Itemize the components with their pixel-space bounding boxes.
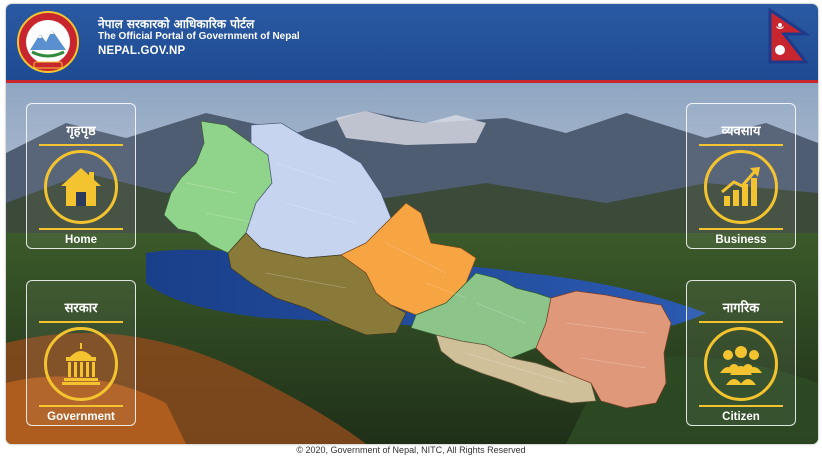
home-icon[interactable]	[44, 150, 118, 224]
divider	[699, 228, 783, 230]
nav-card-label-nepali: गृहपृष्ठ	[66, 124, 96, 139]
nav-card-label-english: Business	[715, 234, 767, 246]
divider	[39, 144, 123, 146]
nav-card-citizen[interactable]: नागरिक Citizen	[686, 280, 796, 426]
divider	[39, 228, 123, 230]
site-name[interactable]: NEPAL.GOV.NP	[98, 45, 186, 57]
nav-card-government[interactable]: सरकार Government	[26, 280, 136, 426]
divider	[699, 144, 783, 146]
province-koshi[interactable]	[535, 290, 672, 409]
header-bar: नेपाल सरकारको आधिकारिक पोर्टल The Offici…	[6, 4, 818, 83]
portal-title-nepali: नेपाल सरकारको आधिकारिक पोर्टल	[98, 17, 255, 31]
nepal-flag-icon	[768, 8, 810, 64]
nav-card-label-english: Citizen	[722, 411, 760, 423]
citizen-group-icon[interactable]	[704, 327, 778, 401]
divider	[699, 405, 783, 407]
nav-card-label-english: Government	[47, 411, 115, 423]
nav-card-business[interactable]: व्यवसाय Business	[686, 103, 796, 249]
portal-frame: नेपाल सरकारको आधिकारिक पोर्टल The Offici…	[6, 4, 818, 444]
nepal-province-map[interactable]	[6, 83, 818, 444]
nav-card-home[interactable]: गृहपृष्ठ Home	[26, 103, 136, 249]
province-karnali[interactable]	[245, 122, 392, 259]
province-madhesh[interactable]	[435, 334, 597, 404]
divider	[699, 321, 783, 323]
portal-title-english: The Official Portal of Government of Nep…	[98, 31, 300, 42]
province-lumbini[interactable]	[227, 232, 407, 336]
nav-card-label-nepali: व्यवसाय	[721, 124, 761, 139]
nepal-emblem-icon[interactable]	[16, 10, 80, 74]
nav-card-label-nepali: सरकार	[64, 301, 98, 316]
government-building-icon[interactable]	[44, 327, 118, 401]
nav-card-label-nepali: नागरिक	[722, 301, 760, 316]
province-gandaki[interactable]	[340, 202, 477, 316]
hero-banner: गृहपृष्ठ Home सरकार	[6, 83, 818, 444]
footer-copyright: © 2020, Government of Nepal, NITC, All R…	[296, 445, 526, 455]
nav-card-label-english: Home	[65, 234, 97, 246]
divider	[39, 405, 123, 407]
business-growth-chart-icon[interactable]	[704, 150, 778, 224]
divider	[39, 321, 123, 323]
